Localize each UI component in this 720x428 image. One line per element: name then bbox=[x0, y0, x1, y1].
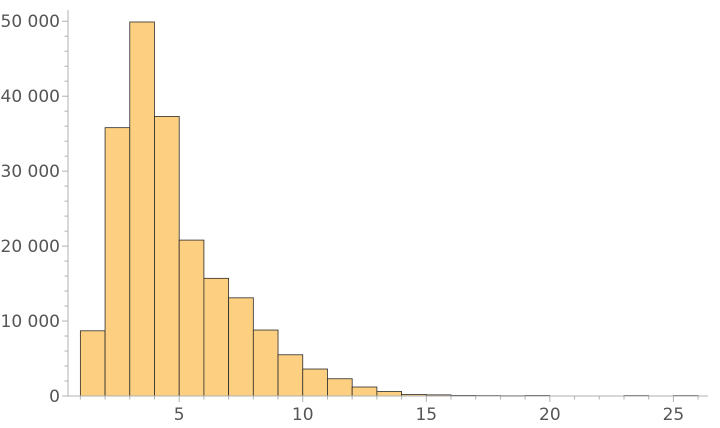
x-tick-label-15: 15 bbox=[415, 405, 437, 425]
y-tick-label-50000: 50 000 bbox=[1, 12, 60, 32]
bar-bin-8-9 bbox=[252, 329, 279, 397]
y-tick-label-10000: 10 000 bbox=[1, 312, 60, 332]
y-tick-label-40000: 40 000 bbox=[1, 87, 60, 107]
y-tick-label-20000: 20 000 bbox=[1, 237, 60, 257]
bar-bin-10-11 bbox=[302, 368, 328, 397]
bar-bin-7-8 bbox=[228, 297, 254, 397]
bar-bin-1-2 bbox=[79, 330, 106, 397]
y-ticks-group: 0 10 000 20 000 30 000 40 000 50 000 bbox=[1, 12, 68, 407]
x-tick-label-5: 5 bbox=[174, 405, 185, 425]
bar-bin-11-12 bbox=[327, 378, 353, 397]
bar-bin-12-13 bbox=[351, 386, 378, 397]
bars-group bbox=[79, 21, 699, 397]
x-tick-label-25: 25 bbox=[663, 405, 685, 425]
axes-group bbox=[67, 10, 708, 397]
bar-bin-4-5 bbox=[154, 116, 180, 397]
bar-bin-5-6 bbox=[178, 239, 205, 397]
x-tick-label-20: 20 bbox=[539, 405, 561, 425]
bar-bin-3-4 bbox=[129, 21, 155, 397]
bar-bin-2-3 bbox=[104, 127, 131, 397]
x-tick-label-10: 10 bbox=[292, 405, 314, 425]
bar-bin-13-14 bbox=[376, 391, 402, 397]
y-tick-label-0: 0 bbox=[49, 387, 60, 407]
y-tick-label-30000: 30 000 bbox=[1, 162, 60, 182]
bar-bin-6-7 bbox=[203, 277, 230, 397]
bar-bin-9-10 bbox=[277, 354, 304, 397]
x-ticks-group: 5 10 15 20 25 bbox=[79, 396, 699, 425]
